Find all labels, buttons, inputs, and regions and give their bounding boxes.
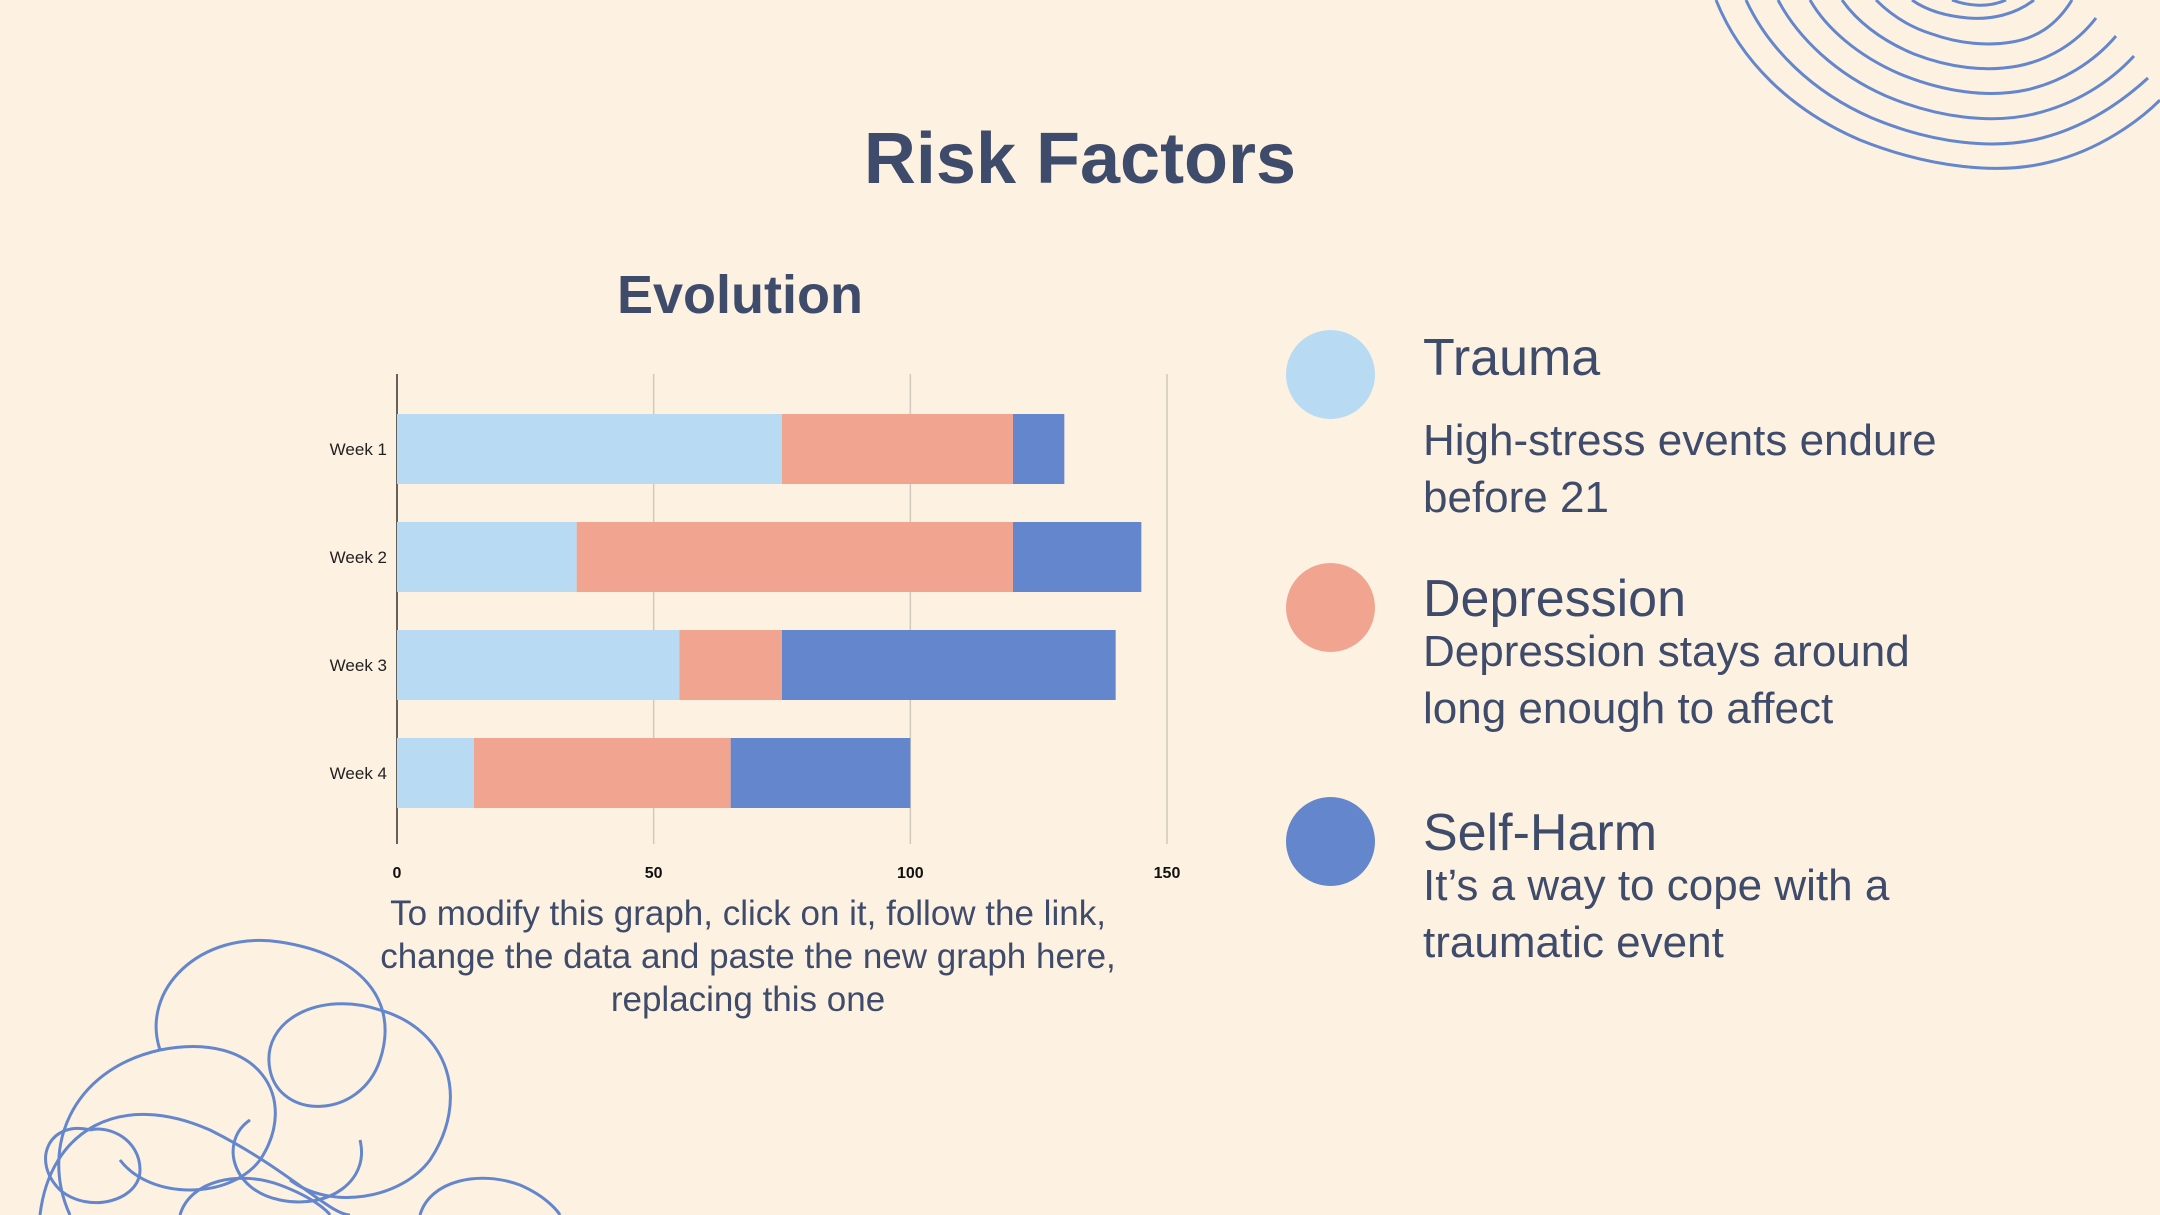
chart-title: Evolution <box>617 265 863 325</box>
bar-segment <box>730 738 911 808</box>
x-tick-label: 0 <box>393 865 402 880</box>
bar-segment <box>474 738 731 808</box>
stacked-bar-chart[interactable]: 0 50 100 150 Week 1 Week 2 Week 3 Week 4 <box>300 360 1200 880</box>
legend-name: Self-Harm <box>1423 804 1658 862</box>
x-tick-label: 100 <box>897 865 924 880</box>
bar-segment <box>397 630 680 700</box>
bar-segment <box>397 414 782 484</box>
bar-segment <box>782 414 1013 484</box>
legend-description: High-stress events endure before 21 <box>1423 416 1937 522</box>
trauma-dot-icon <box>1286 330 1375 419</box>
category-label: Week 1 <box>330 440 387 459</box>
bar-segment <box>1013 414 1065 484</box>
legend-description: Depression stays around long enough to a… <box>1423 627 1910 733</box>
chart-caption: To modify this graph, click on it, follo… <box>380 894 1116 1019</box>
bar-segment <box>782 630 1116 700</box>
legend-name: Trauma <box>1423 329 1601 387</box>
legend-description: It’s a way to cope with a traumatic even… <box>1423 861 1890 967</box>
bar-segment <box>397 522 577 592</box>
category-label: Week 3 <box>330 656 387 675</box>
page-title: Risk Factors <box>863 119 1297 199</box>
depression-dot-icon <box>1286 563 1375 652</box>
bar-segment <box>1013 522 1142 592</box>
x-tick-label: 150 <box>1154 865 1181 880</box>
category-label: Week 2 <box>330 548 387 567</box>
bar-segment <box>576 522 1013 592</box>
topographic-lines-decoration <box>1714 0 2160 170</box>
category-label: Week 4 <box>330 764 387 783</box>
x-tick-label: 50 <box>645 865 663 880</box>
bar-segment <box>679 630 782 700</box>
bar-segment <box>397 738 474 808</box>
self-harm-dot-icon <box>1286 797 1375 886</box>
scribble-decoration <box>38 939 562 1215</box>
legend-name: Depression <box>1423 570 1687 628</box>
